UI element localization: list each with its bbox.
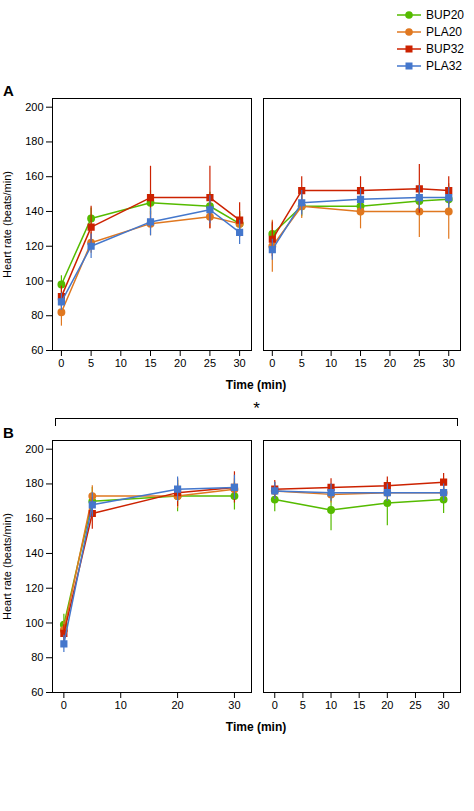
html-text:BUP20: BUP20 xyxy=(426,7,464,22)
svg-text:30: 30 xyxy=(228,699,240,711)
svg-text:20: 20 xyxy=(381,699,393,711)
svg-text:5: 5 xyxy=(299,357,305,369)
svg-text:5: 5 xyxy=(300,699,306,711)
svg-text:30: 30 xyxy=(443,357,455,369)
svg-text:20: 20 xyxy=(384,357,396,369)
svg-text:160: 160 xyxy=(25,170,43,182)
svg-text:140: 140 xyxy=(25,547,43,559)
svg-text:60: 60 xyxy=(31,686,43,698)
svg-text:100: 100 xyxy=(25,617,43,629)
svg-text:0: 0 xyxy=(272,699,278,711)
svg-text:25: 25 xyxy=(204,357,216,369)
svg-text:0: 0 xyxy=(61,699,67,711)
svg-text:0: 0 xyxy=(269,357,275,369)
svg-text:30: 30 xyxy=(233,357,245,369)
svg-text:100: 100 xyxy=(25,275,43,287)
svg-text:80: 80 xyxy=(31,651,43,663)
svg-text:60: 60 xyxy=(31,344,43,356)
svg-text:180: 180 xyxy=(25,477,43,489)
html-text:BUP32: BUP32 xyxy=(426,41,464,56)
svg-text:140: 140 xyxy=(25,205,43,217)
svg-text:120: 120 xyxy=(25,240,43,252)
svg-text:15: 15 xyxy=(144,357,156,369)
svg-text:180: 180 xyxy=(25,135,43,147)
svg-text:200: 200 xyxy=(25,101,43,113)
svg-text:20: 20 xyxy=(171,699,183,711)
html-text:B: B xyxy=(3,424,14,441)
svg-text:10: 10 xyxy=(115,357,127,369)
svg-text:10: 10 xyxy=(325,357,337,369)
html-text:A: A xyxy=(3,82,14,99)
html-text:PLA20: PLA20 xyxy=(426,24,462,39)
svg-text:25: 25 xyxy=(409,699,421,711)
svg-text:30: 30 xyxy=(437,699,449,711)
svg-text:25: 25 xyxy=(413,357,425,369)
html-text:Time (min): Time (min) xyxy=(225,378,287,392)
html-text:Time (min): Time (min) xyxy=(225,720,287,734)
svg-text:80: 80 xyxy=(31,309,43,321)
svg-text:120: 120 xyxy=(25,582,43,594)
html-text:PLA32: PLA32 xyxy=(426,58,462,73)
svg-text:200: 200 xyxy=(25,443,43,455)
svg-text:10: 10 xyxy=(115,699,127,711)
svg-text:20: 20 xyxy=(174,357,186,369)
svg-text:160: 160 xyxy=(25,512,43,524)
svg-text:15: 15 xyxy=(353,699,365,711)
svg-text:10: 10 xyxy=(325,699,337,711)
svg-text:Heart rate (beats/min): Heart rate (beats/min) xyxy=(1,171,13,278)
svg-text:5: 5 xyxy=(88,357,94,369)
svg-text:Heart rate (beats/min): Heart rate (beats/min) xyxy=(1,513,13,620)
svg-text:0: 0 xyxy=(58,357,64,369)
svg-text:15: 15 xyxy=(354,357,366,369)
